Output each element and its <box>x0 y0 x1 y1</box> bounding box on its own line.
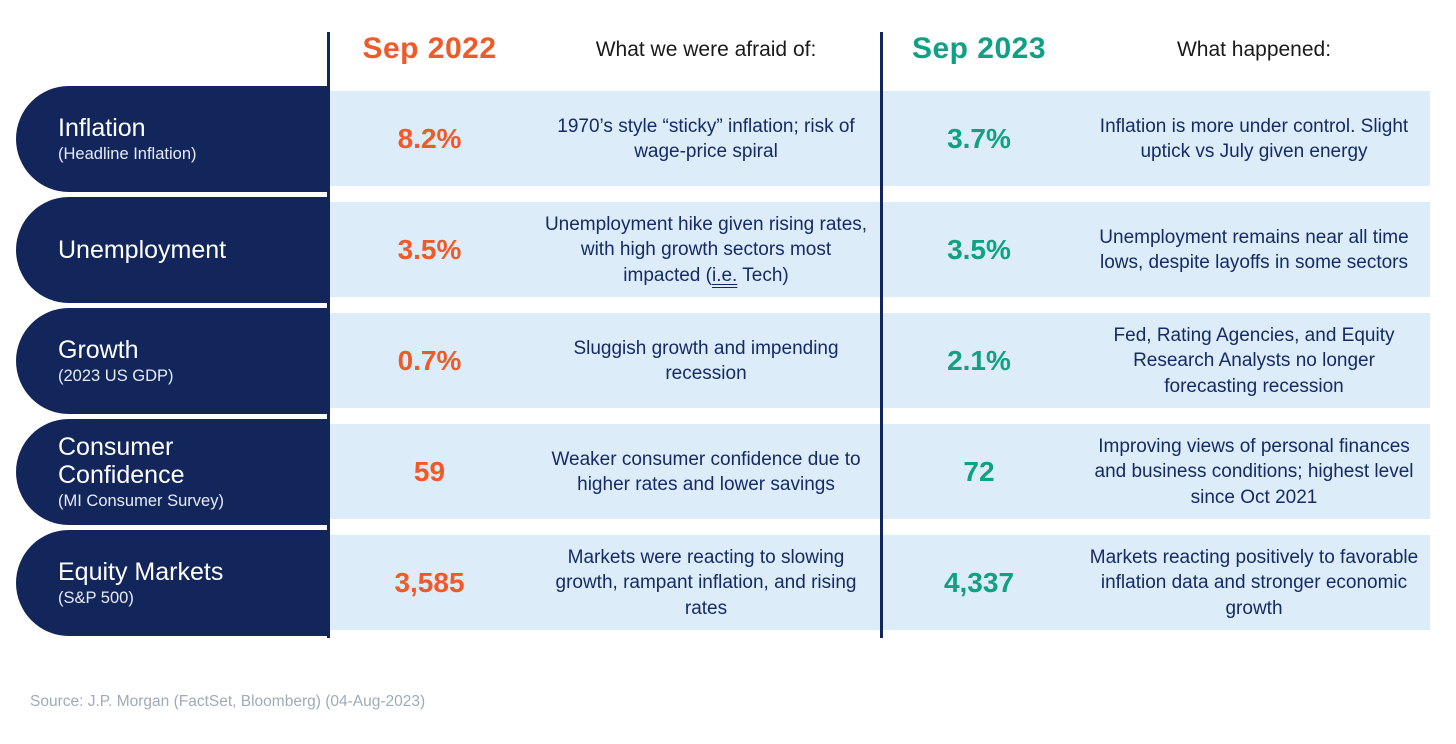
sep-2022-label: Sep 2022 <box>362 32 497 65</box>
happened-description: Improving views of personal finances and… <box>1094 435 1414 508</box>
metric-pill-consumer-confidence: Consumer Confidence (MI Consumer Survey) <box>16 419 327 525</box>
happened-description: Unemployment remains near all time lows,… <box>1099 226 1409 273</box>
afraid-cell: Unemployment hike given rising rates, wi… <box>532 197 880 303</box>
divider-right <box>880 32 883 638</box>
value-2023: 3.7% <box>947 123 1011 154</box>
value-2022-cell: 0.7% <box>327 308 532 414</box>
metric-sublabel: (Headline Inflation) <box>58 145 197 163</box>
happened-description: Inflation is more under control. Slight … <box>1099 115 1409 162</box>
afraid-description: Sluggish growth and impending recession <box>573 337 839 384</box>
table-row-unemployment: Unemployment 3.5% Unemployment hike give… <box>16 197 1430 303</box>
sep-2023-label: Sep 2023 <box>911 32 1047 65</box>
column-header-afraid: What we were afraid of: <box>532 30 880 62</box>
happened-cell: Unemployment remains near all time lows,… <box>1078 197 1430 303</box>
afraid-cell: Markets were reacting to slowing growth,… <box>532 530 880 636</box>
afraid-cell: 1970’s style “sticky” inflation; risk of… <box>532 86 880 192</box>
value-2023-cell: 72 <box>880 419 1078 525</box>
afraid-cell: Weaker consumer confidence due to higher… <box>532 419 880 525</box>
happened-cell: Improving views of personal finances and… <box>1078 419 1430 525</box>
afraid-description: 1970’s style “sticky” inflation; risk of… <box>557 115 855 162</box>
metric-pill-inflation: Inflation (Headline Inflation) <box>16 86 327 192</box>
header-row: Sep 2022 What we were afraid of: Sep 202… <box>16 30 1430 86</box>
metric-label: Equity Markets <box>58 558 224 586</box>
happened-description: Markets reacting positively to favorable… <box>1089 546 1419 619</box>
afraid-description: Weaker consumer confidence due to higher… <box>551 448 861 495</box>
metric-label: Consumer Confidence <box>58 433 185 489</box>
value-2023-cell: 2.1% <box>880 308 1078 414</box>
source-note: Source: J.P. Morgan (FactSet, Bloomberg)… <box>30 693 426 710</box>
metric-label: Growth <box>58 336 139 364</box>
metrics-table: Sep 2022 What we were afraid of: Sep 202… <box>16 30 1430 641</box>
value-2022-cell: 3,585 <box>327 530 532 636</box>
afraid-description: Markets were reacting to slowing growth,… <box>555 546 857 619</box>
afraid-text-after: Tech) <box>737 264 789 286</box>
afraid-cell: Sluggish growth and impending recession <box>532 308 880 414</box>
happened-description: Fed, Rating Agencies, and Equity Researc… <box>1113 324 1395 397</box>
table-row-inflation: Inflation (Headline Inflation) 8.2% 1970… <box>16 86 1430 192</box>
happened-cell: Fed, Rating Agencies, and Equity Researc… <box>1078 308 1430 414</box>
afraid-text-before: Unemployment hike given rising rates, wi… <box>544 213 868 286</box>
value-2023: 4,337 <box>943 567 1015 598</box>
happened-header-label: What happened: <box>1176 38 1332 61</box>
metric-pill-growth: Growth (2023 US GDP) <box>16 308 327 414</box>
value-2022: 3.5% <box>397 234 462 265</box>
table-row-growth: Growth (2023 US GDP) 0.7% Sluggish growt… <box>16 308 1430 414</box>
column-header-happened: What happened: <box>1078 30 1430 62</box>
metric-sublabel: (S&P 500) <box>58 589 134 607</box>
metric-label: Unemployment <box>58 236 227 264</box>
metric-sublabel: (2023 US GDP) <box>58 367 174 385</box>
happened-cell: Markets reacting positively to favorable… <box>1078 530 1430 636</box>
column-header-sep-2022: Sep 2022 <box>327 30 532 66</box>
value-2023-cell: 3.7% <box>880 86 1078 192</box>
metric-pill-equity-markets: Equity Markets (S&P 500) <box>16 530 327 636</box>
value-2022: 0.7% <box>397 345 462 376</box>
divider-left <box>327 32 330 638</box>
value-2022: 3,585 <box>394 567 465 598</box>
column-header-sep-2023: Sep 2023 <box>880 30 1078 66</box>
value-2023-cell: 4,337 <box>880 530 1078 636</box>
afraid-text-underlined: i.e. <box>711 264 738 286</box>
table-row-consumer-confidence: Consumer Confidence (MI Consumer Survey)… <box>16 419 1430 525</box>
value-2022: 8.2% <box>397 123 462 154</box>
value-2022-cell: 8.2% <box>327 86 532 192</box>
afraid-description: Unemployment hike given rising rates, wi… <box>532 212 880 288</box>
value-2023: 2.1% <box>947 345 1011 376</box>
afraid-header-label: What we were afraid of: <box>595 38 817 61</box>
value-2023: 72 <box>963 456 995 487</box>
happened-cell: Inflation is more under control. Slight … <box>1078 86 1430 192</box>
metric-pill-unemployment: Unemployment <box>16 197 327 303</box>
value-2022-cell: 3.5% <box>327 197 532 303</box>
value-2022-cell: 59 <box>327 419 532 525</box>
metric-sublabel: (MI Consumer Survey) <box>58 492 224 510</box>
table-row-equity-markets: Equity Markets (S&P 500) 3,585 Markets w… <box>16 530 1430 636</box>
value-2023-cell: 3.5% <box>880 197 1078 303</box>
value-2023: 3.5% <box>947 234 1011 265</box>
value-2022: 59 <box>413 456 446 487</box>
metric-label: Inflation <box>58 114 146 142</box>
